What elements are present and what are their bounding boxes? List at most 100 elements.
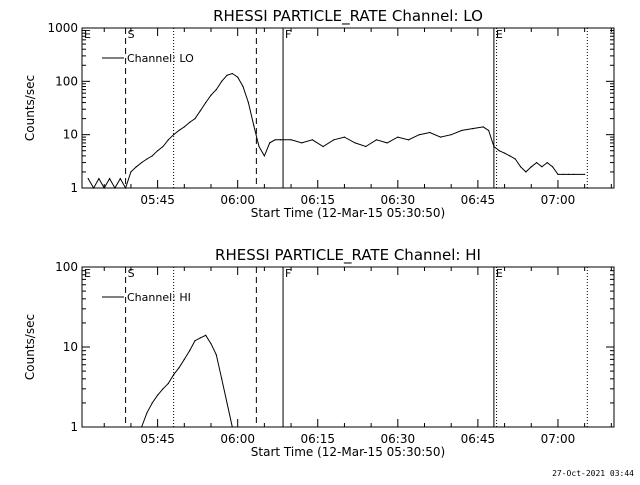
data-point <box>562 173 564 175</box>
data-point <box>242 85 244 88</box>
data-point <box>503 152 506 154</box>
event-marker-label: E <box>496 267 503 280</box>
data-point <box>173 374 175 376</box>
data-point <box>199 337 201 339</box>
data-point <box>151 402 153 404</box>
data-point <box>98 178 100 180</box>
data-point <box>573 173 575 175</box>
data-point <box>263 155 265 157</box>
data-point <box>231 72 233 75</box>
data-point <box>199 110 201 112</box>
data-point <box>519 166 522 168</box>
data-point <box>205 101 207 104</box>
data-point <box>482 126 484 128</box>
y-tick-label: 1 <box>70 181 78 195</box>
x-tick-label: 06:00 <box>220 432 255 446</box>
data-point <box>135 166 137 168</box>
event-marker-label: E <box>496 28 503 41</box>
data-point <box>221 80 223 82</box>
data-point <box>183 126 185 128</box>
y-tick-label: 10 <box>63 128 78 142</box>
y-tick-label: 1 <box>70 420 78 434</box>
data-point <box>226 74 228 76</box>
data-point <box>525 171 527 173</box>
data-point <box>231 426 233 428</box>
data-point <box>311 139 314 141</box>
data-point <box>530 166 532 168</box>
event-marker-label: F <box>285 267 291 280</box>
data-point <box>119 178 121 180</box>
data-point <box>450 134 452 136</box>
data-point <box>114 187 116 189</box>
data-point <box>178 129 180 132</box>
data-point <box>210 343 212 345</box>
x-tick-label: 06:15 <box>300 432 335 446</box>
data-point <box>568 173 570 175</box>
x-tick-label: 06:45 <box>461 193 496 207</box>
plot-timestamp: 27-Oct-2021 03:44 <box>552 469 634 478</box>
event-marker-label: F <box>285 28 291 41</box>
data-point <box>178 367 180 369</box>
data-point <box>183 358 185 360</box>
data-point <box>375 139 378 141</box>
data-point <box>552 166 554 168</box>
data-point <box>584 173 586 175</box>
x-tick-label: 06:30 <box>381 432 416 446</box>
data-point <box>279 139 281 141</box>
data-point <box>189 121 191 123</box>
data-point <box>108 178 111 180</box>
data-point <box>386 142 388 144</box>
data-point <box>546 161 548 164</box>
data-point <box>124 187 127 189</box>
chart-title: RHESSI PARTICLE_RATE Channel: LO <box>213 7 483 26</box>
data-point <box>130 171 132 173</box>
y-tick-label: 100 <box>55 74 78 88</box>
x-tick-label: 06:30 <box>381 193 416 207</box>
y-axis-label: Counts/sec <box>23 75 37 141</box>
data-point <box>322 145 324 148</box>
data-point <box>146 412 148 414</box>
data-point <box>167 382 169 385</box>
data-point <box>237 76 239 78</box>
data-point <box>226 402 228 404</box>
legend-label: Channel: HI <box>127 291 191 304</box>
data-point <box>157 394 159 396</box>
x-tick-label: 06:00 <box>220 193 255 207</box>
data-point <box>194 118 196 120</box>
legend-label: Channel: LO <box>127 52 194 65</box>
x-tick-label: 05:45 <box>140 193 175 207</box>
x-axis-label: Start Time (12-Mar-15 05:30:50) <box>251 445 445 459</box>
data-point <box>269 142 271 144</box>
data-point <box>429 131 431 134</box>
y-tick-label: 100 <box>55 260 78 274</box>
data-point <box>146 158 148 160</box>
data-point <box>162 145 164 148</box>
data-point <box>493 145 495 148</box>
y-tick-label: 1000 <box>47 21 78 35</box>
data-point <box>162 388 164 390</box>
chart-title: RHESSI PARTICLE_RATE Channel: HI <box>215 246 481 265</box>
data-point <box>536 161 538 164</box>
y-axis-label: Counts/sec <box>23 314 37 380</box>
data-point <box>258 145 260 148</box>
x-tick-label: 05:45 <box>140 432 175 446</box>
data-point <box>509 155 511 157</box>
event-marker-label: E <box>84 28 91 41</box>
data-point <box>247 101 249 104</box>
event-marker-label: S <box>128 267 135 280</box>
data-point <box>87 178 89 180</box>
data-point <box>103 187 105 189</box>
data-point <box>274 139 276 141</box>
data-point <box>194 340 196 342</box>
data-point <box>301 142 303 144</box>
data-point <box>141 426 143 428</box>
data-point <box>253 124 255 126</box>
data-point <box>92 187 95 189</box>
data-point <box>157 150 159 152</box>
y-tick-label: 10 <box>63 340 78 354</box>
data-point <box>541 166 543 168</box>
data-point <box>365 145 367 148</box>
data-point <box>418 134 420 136</box>
data-point <box>167 139 169 141</box>
